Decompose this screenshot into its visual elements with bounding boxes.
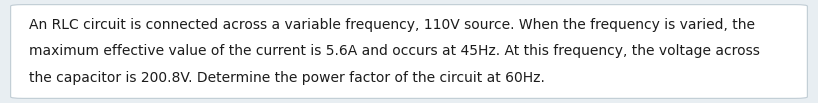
Text: An RLC circuit is connected across a variable frequency, 110V source. When the f: An RLC circuit is connected across a var… (29, 18, 756, 32)
FancyBboxPatch shape (11, 5, 807, 98)
Text: maximum effective value of the current is 5.6A and occurs at 45Hz. At this frequ: maximum effective value of the current i… (29, 44, 760, 59)
Text: the capacitor is 200.8V. Determine the power factor of the circuit at 60Hz.: the capacitor is 200.8V. Determine the p… (29, 71, 546, 85)
